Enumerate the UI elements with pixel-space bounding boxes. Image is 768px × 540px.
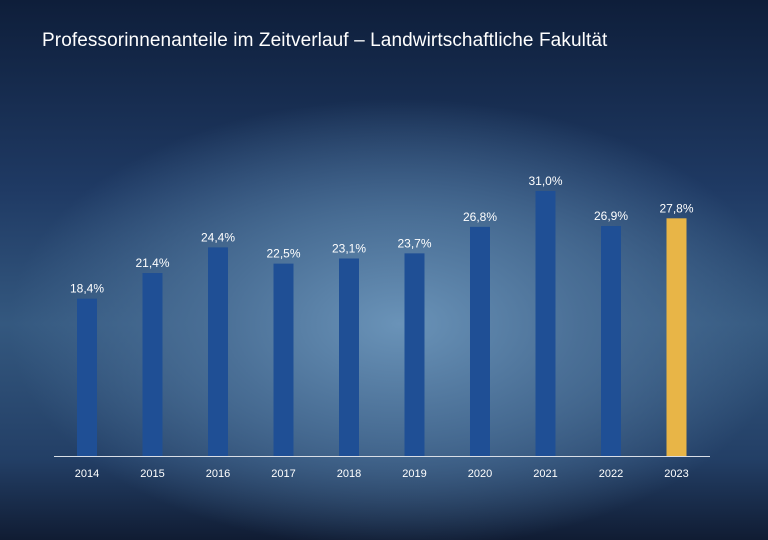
bar-2015: [142, 273, 163, 456]
value-labels-group: 18,4% 21,4% 24,4% 22,5% 23,1% 23,7% 26,8% 31,0%…: [70, 174, 694, 296]
bar-2018: [339, 258, 359, 456]
x-tick-2020: 2020: [468, 468, 492, 480]
x-tick-2017: 2017: [271, 468, 295, 480]
value-label-2016: 24,4%: [201, 230, 235, 244]
bar-2023: [666, 218, 687, 456]
x-tick-2022: 2022: [599, 468, 623, 480]
x-tick-labels-group: 2014 2015 2016 2017 2018 2019 2020 2021 2022 2023: [75, 468, 689, 480]
x-tick-2021: 2021: [533, 468, 557, 480]
value-label-2017: 22,5%: [266, 247, 300, 261]
chart-title: Professorinnenanteile im Zeitverlauf – L…: [42, 30, 608, 51]
value-label-2014: 18,4%: [70, 282, 104, 296]
x-tick-2015: 2015: [140, 468, 164, 480]
x-tick-2014: 2014: [75, 468, 99, 480]
bar-2016: [208, 247, 228, 456]
bars-group: [77, 190, 687, 456]
x-tick-2023: 2023: [664, 468, 688, 480]
x-tick-2018: 2018: [337, 468, 361, 480]
bar-2017: [273, 263, 294, 456]
x-tick-2016: 2016: [206, 468, 230, 480]
bar-2020: [470, 226, 490, 456]
x-tick-2019: 2019: [402, 468, 426, 480]
value-label-2015: 21,4%: [135, 256, 169, 270]
value-label-2019: 23,7%: [397, 236, 431, 250]
value-label-2023: 27,8%: [659, 201, 693, 215]
value-label-2020: 26,8%: [463, 210, 497, 224]
value-label-2022: 26,9%: [594, 209, 628, 223]
bar-2019: [404, 253, 425, 456]
value-label-2018: 23,1%: [332, 241, 366, 255]
bar-2021: [535, 190, 556, 456]
value-label-2021: 31,0%: [528, 174, 562, 188]
bar-2014: [77, 298, 97, 456]
bar-2022: [601, 226, 621, 456]
